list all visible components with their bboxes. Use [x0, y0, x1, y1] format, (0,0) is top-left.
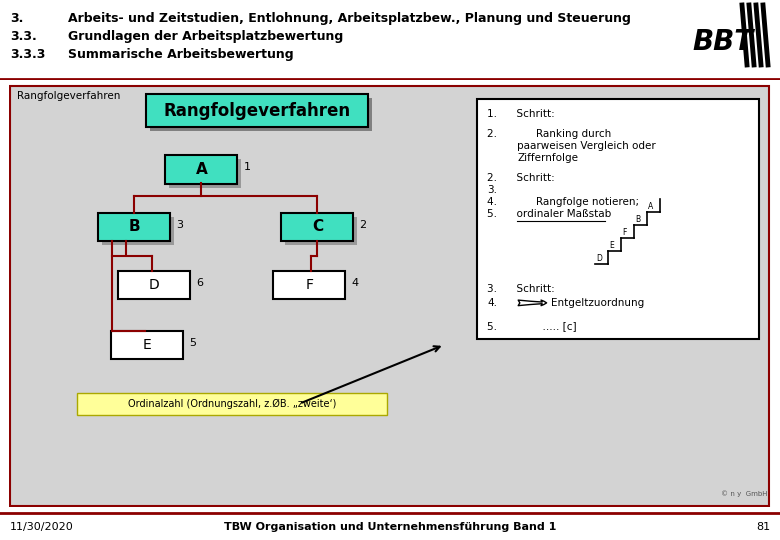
Bar: [477, 99, 760, 339]
Text: 3.: 3.: [488, 185, 498, 195]
Text: E: E: [609, 241, 614, 250]
Text: Ordinalzahl (Ordnungszahl, z.ØB. „zweite‘): Ordinalzahl (Ordnungszahl, z.ØB. „zweite…: [128, 399, 336, 409]
Text: F: F: [622, 228, 627, 237]
Text: 3.3.: 3.3.: [10, 30, 37, 43]
Text: 3.      Schritt:: 3. Schritt:: [488, 284, 555, 294]
Text: 1: 1: [243, 162, 250, 172]
Text: E: E: [143, 338, 152, 352]
Bar: [119, 271, 190, 299]
Text: Rangfolgeverfahren: Rangfolgeverfahren: [164, 102, 351, 120]
Bar: [112, 331, 183, 359]
Bar: [151, 98, 372, 131]
Text: D: D: [149, 278, 160, 292]
Text: Entgeltzuordnung: Entgeltzuordnung: [551, 298, 644, 308]
Text: 11/30/2020: 11/30/2020: [10, 522, 74, 532]
Bar: [102, 217, 175, 246]
Text: 3: 3: [176, 220, 183, 230]
Text: 4: 4: [351, 278, 359, 288]
Bar: [165, 154, 237, 184]
Text: B: B: [636, 215, 640, 224]
Text: A: A: [196, 161, 207, 177]
Text: F: F: [306, 278, 314, 292]
Text: 2.            Ranking durch: 2. Ranking durch: [488, 129, 612, 139]
Text: 2.      Schritt:: 2. Schritt:: [488, 173, 555, 183]
Bar: [273, 271, 346, 299]
Bar: [147, 94, 368, 127]
Bar: [282, 213, 353, 241]
Text: © n y  GmbH: © n y GmbH: [721, 490, 768, 497]
Bar: [285, 217, 357, 246]
Bar: [77, 393, 388, 415]
Text: A: A: [648, 202, 654, 211]
Text: Grundlagen der Arbeitsplatzbewertung: Grundlagen der Arbeitsplatzbewertung: [68, 30, 343, 43]
Text: 5.      ordinaler Maßstab: 5. ordinaler Maßstab: [488, 209, 612, 219]
Text: 5: 5: [190, 338, 197, 348]
Text: 3.: 3.: [10, 12, 23, 25]
Text: 4.: 4.: [488, 298, 498, 308]
Text: 6: 6: [197, 278, 204, 288]
Text: BBT: BBT: [692, 28, 753, 56]
Text: Summarische Arbeitsbewertung: Summarische Arbeitsbewertung: [68, 48, 293, 61]
Text: 81: 81: [756, 522, 770, 532]
Text: B: B: [129, 219, 140, 234]
Text: 3.3.3: 3.3.3: [10, 48, 45, 61]
Text: 1.      Schritt:: 1. Schritt:: [488, 109, 555, 119]
Text: D: D: [597, 254, 602, 263]
Text: paarweisen Vergleich oder: paarweisen Vergleich oder: [517, 141, 656, 151]
Text: 5.              ..... [c]: 5. ..... [c]: [488, 321, 577, 331]
Text: C: C: [312, 219, 323, 234]
Text: TBW Organisation und Unternehmensführung Band 1: TBW Organisation und Unternehmensführung…: [224, 522, 556, 532]
Text: 2: 2: [360, 220, 367, 230]
Text: Ziffernfolge: Ziffernfolge: [517, 153, 579, 163]
Bar: [169, 159, 241, 187]
Text: 4.            Rangfolge notieren;: 4. Rangfolge notieren;: [488, 197, 640, 207]
Text: Rangfolgeverfahren: Rangfolgeverfahren: [17, 91, 121, 101]
Bar: [98, 213, 170, 241]
Text: Arbeits- und Zeitstudien, Entlohnung, Arbeitsplatzbew., Planung und Steuerung: Arbeits- und Zeitstudien, Entlohnung, Ar…: [68, 12, 631, 25]
